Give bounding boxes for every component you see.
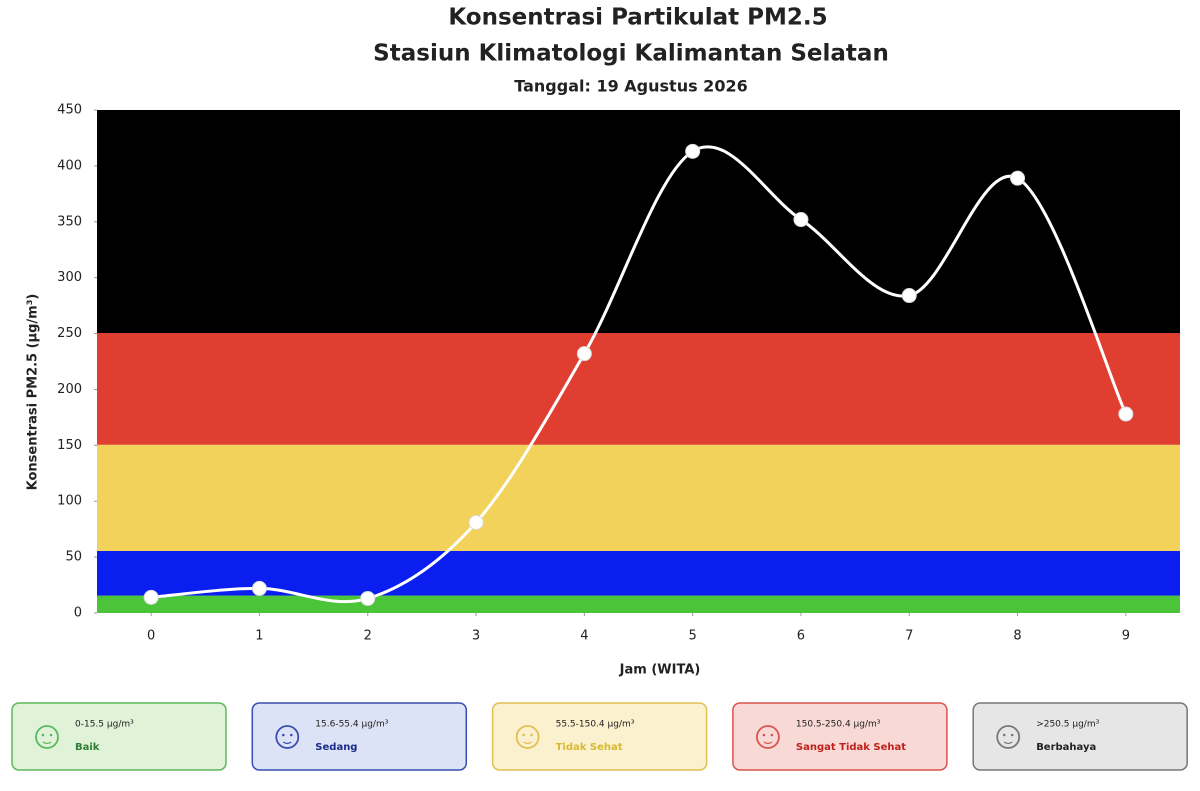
band [97, 110, 1180, 333]
x-tick-label: 4 [580, 629, 588, 644]
band [97, 550, 1180, 596]
point [360, 590, 376, 606]
face [275, 725, 300, 749]
y-tick-label: 150 [57, 438, 82, 453]
x-tick-label: 7 [905, 629, 913, 644]
eye [522, 733, 525, 737]
chart-title: Konsentrasi Partikulat PM2.5 [448, 5, 827, 31]
y-tick-label: 450 [57, 103, 82, 118]
y-tick-label: 200 [57, 382, 82, 397]
legend-icon [996, 725, 1021, 749]
point [143, 589, 159, 605]
point [685, 143, 701, 159]
face [756, 725, 780, 749]
eye [1010, 733, 1014, 737]
x-tick-label: 5 [689, 629, 697, 644]
legend-label: Tidak Sehat [556, 742, 623, 753]
x-tick-label: 0 [147, 629, 155, 644]
legend-icon [35, 725, 59, 749]
x-tick-label: 3 [472, 629, 480, 644]
eye [1002, 733, 1006, 737]
band [97, 595, 1180, 613]
y-tick-label: 400 [57, 158, 82, 173]
point [901, 288, 917, 304]
x-tick-label: 1 [255, 629, 263, 644]
x-axis-title: Jam (WITA) [619, 663, 701, 678]
y-tick-label: 300 [57, 270, 82, 285]
legend-label: Baik [75, 742, 100, 753]
legend-range: 55.5-150.4 μg/m³ [556, 720, 635, 730]
eye [770, 733, 774, 737]
face [996, 725, 1021, 749]
y-tick-label: 350 [57, 214, 82, 229]
y-tick-label: 50 [65, 550, 82, 565]
x-tick-label: 8 [1013, 629, 1021, 644]
eye [530, 733, 533, 737]
legend-range: 0-15.5 μg/m³ [75, 720, 134, 730]
point [1010, 170, 1026, 186]
mouth [763, 741, 773, 745]
line [151, 145, 1128, 604]
y-tick-label: 0 [74, 606, 82, 621]
point [468, 514, 484, 530]
legend-label: Berbahaya [1036, 742, 1096, 753]
legend-range: 150.5-250.4 μg/m³ [796, 720, 881, 730]
eye [282, 733, 285, 737]
legend-range: 15.6-55.4 μg/m³ [315, 720, 388, 730]
date-label: Tanggal: 19 Agustus 2026 [514, 77, 747, 96]
legend-icon [756, 725, 780, 749]
point [576, 346, 592, 362]
x-tick-label: 2 [364, 629, 372, 644]
point [793, 212, 809, 228]
x-tick-label: 6 [797, 629, 805, 644]
legend-box [11, 702, 227, 771]
eye [290, 733, 293, 737]
point [251, 580, 267, 596]
y-tick-label: 100 [57, 494, 82, 509]
y-tick-label: 250 [57, 326, 82, 341]
face [515, 725, 540, 749]
eye [41, 733, 45, 737]
eye [49, 733, 53, 737]
legend-range: >250.5 μg/m³ [1036, 720, 1099, 730]
legend-label: Sangat Tidak Sehat [796, 742, 906, 753]
mouth [1003, 741, 1013, 745]
band [97, 444, 1180, 551]
legend-icon [515, 725, 540, 749]
legend-label: Sedang [315, 742, 357, 753]
legend-box [251, 702, 468, 771]
legend-icon [275, 725, 300, 749]
mouth [523, 741, 532, 745]
chart-subtitle: Stasiun Klimatologi Kalimantan Selatan [373, 41, 889, 67]
mouth [282, 741, 292, 745]
face [35, 725, 59, 749]
legend-box [732, 702, 948, 771]
point [1118, 406, 1134, 422]
y-axis-title: Konsentrasi PM2.5 (μg/m³) [26, 294, 41, 491]
legend-box [972, 702, 1188, 771]
band [97, 332, 1180, 445]
legend-box [491, 702, 708, 771]
eye [762, 733, 766, 737]
mouth [42, 741, 52, 745]
x-tick-label: 9 [1122, 629, 1130, 644]
